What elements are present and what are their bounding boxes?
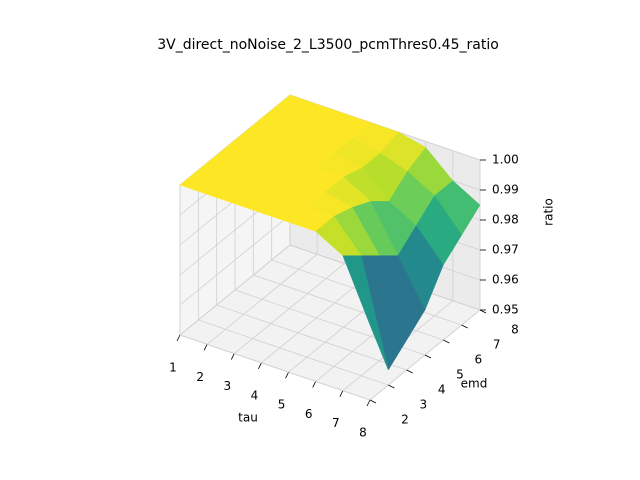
z-tick-label: 0.95 [492, 303, 519, 317]
y-tick [369, 399, 377, 404]
x-tick [339, 390, 344, 397]
z-tick-label: 0.98 [492, 213, 519, 227]
z-tick-label: 0.97 [492, 243, 519, 257]
y-tick-label: 8 [511, 323, 519, 337]
z-tick-label: 1.00 [492, 153, 519, 167]
x-tick-label: 5 [278, 398, 286, 412]
x-tick-label: 6 [305, 407, 313, 421]
y-tick [424, 354, 432, 359]
surface-patch [342, 255, 389, 371]
chart-title: 3V_direct_noNoise_2_L3500_pcmThres0.45_r… [157, 37, 499, 53]
x-tick-label: 1 [169, 361, 177, 375]
y-tick [479, 309, 487, 314]
y-tick-label: 7 [493, 338, 501, 352]
x-tick-label: 8 [359, 426, 367, 440]
z-grid-line [179, 244, 291, 336]
x-tick [285, 371, 289, 379]
x-tick-label: 4 [251, 388, 259, 402]
z-tick-label: 0.99 [492, 183, 519, 197]
x-tick [176, 334, 181, 342]
x-axis-label: tau [238, 411, 258, 425]
x-tick [230, 353, 235, 360]
x-tick-label: 7 [332, 416, 340, 430]
x-tick [203, 344, 208, 351]
y-tick [461, 324, 468, 329]
y-axis-label: emd [461, 377, 488, 391]
y-grid-line [179, 334, 371, 401]
x-tick-label: 3 [223, 379, 231, 393]
y-grid-line [198, 319, 389, 386]
z-tick-label: 0.96 [492, 273, 519, 287]
y-tick-label: 4 [438, 383, 446, 397]
y-tick-label: 3 [420, 398, 428, 412]
x-tick [312, 381, 317, 388]
y-tick [443, 339, 450, 344]
x-tick [366, 399, 371, 407]
y-grid-line [216, 304, 407, 371]
x-tick-label: 2 [196, 370, 204, 384]
x-tick [258, 362, 262, 370]
y-tick [406, 369, 413, 374]
y-tick-label: 5 [456, 368, 464, 382]
z-axis-label: ratio [542, 198, 556, 226]
y-tick [388, 384, 395, 389]
y-tick-label: 2 [401, 413, 409, 427]
y-tick-label: 6 [475, 353, 483, 367]
z-grid-line [179, 214, 291, 306]
